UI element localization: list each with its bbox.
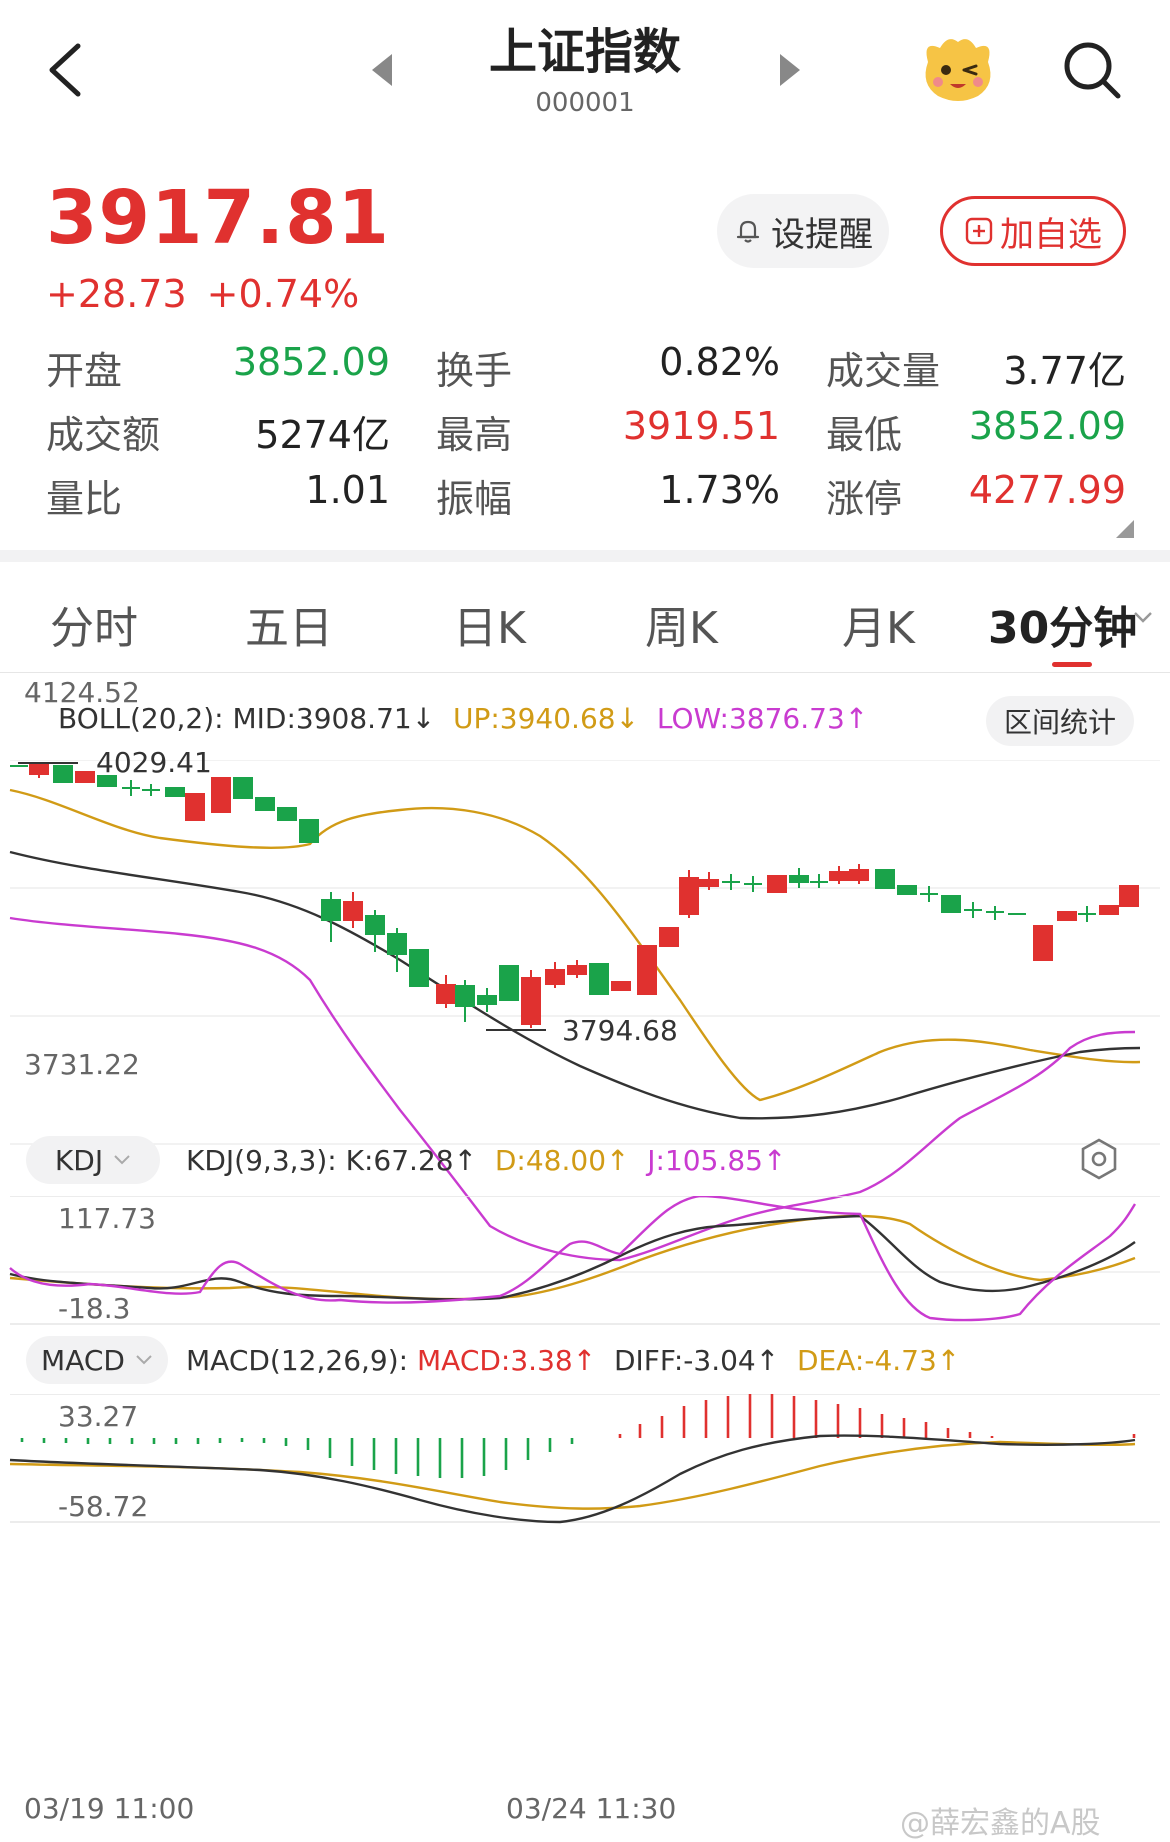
macd-histogram [20,1394,1136,1478]
section-divider [0,550,1170,562]
stat-value-low: 3852.09 [968,404,1126,448]
stat-value-high: 3919.51 [622,404,780,448]
add-watchlist-label: 加自选 [1000,214,1102,255]
stat-label-amount: 成交额 [46,413,161,457]
price-axis-bottom: 3731.22 [24,1048,140,1081]
stats-row: 成交额 5274亿 最高 3919.51 最低 3852.09 [46,404,1126,464]
kdj-axis-bottom: -18.3 [58,1292,131,1325]
add-watchlist-button[interactable]: 加自选 [940,196,1126,266]
candlestick-chart[interactable] [0,760,1170,1300]
next-triangle-icon[interactable] [780,54,800,86]
change-value: +28.73 [46,272,187,316]
boll-mid-line [9,850,1141,1120]
macd-dea: DEA:-4.73↑ [797,1344,961,1377]
stat-value-volume-ratio: 1.01 [305,468,390,512]
kdj-indicator-line: KDJ(9,3,3): K:67.28↑ D:48.00↑ J:105.85↑ [186,1144,786,1177]
macd-name: MACD(12,26,9): [186,1344,409,1377]
kdj-j-line [9,1196,1137,1322]
macd-dea-line [9,1440,1136,1510]
expand-corner-icon[interactable] [1116,520,1134,538]
macd-diff: DIFF:-3.04↑ [613,1344,780,1377]
boll-upper-line [9,788,1141,1102]
macd-selector[interactable]: MACD [26,1336,168,1384]
stock-code: 000001 [535,88,635,118]
range-stats-button[interactable]: 区间统计 [986,696,1134,746]
candles [10,762,1139,1028]
change-percent: +0.74% [206,272,360,316]
stat-value-amount: 5274亿 [255,413,390,457]
tab-monthly-k[interactable]: 月K [842,603,915,654]
stat-label-volume-ratio: 量比 [46,477,123,521]
boll-lower-line [9,916,1136,1262]
prev-triangle-icon[interactable] [372,54,392,86]
boll-mid: MID:3908.71↓ [232,702,436,735]
macd-value: MACD:3.38↑ [417,1344,597,1377]
macd-axis-bottom: -58.72 [58,1490,149,1523]
tabs-divider [0,672,1170,673]
set-reminder-button[interactable]: 设提醒 [717,194,889,268]
macd-selector-label: MACD [41,1343,125,1377]
stat-value-open: 3852.09 [232,340,390,384]
settings-hexagon-icon[interactable] [1076,1136,1122,1182]
stat-label-limit-up: 涨停 [826,477,903,521]
plus-box-icon [965,217,993,245]
search-icon[interactable] [1060,38,1124,102]
chevron-down-icon [114,1155,130,1165]
page-title: 上证指数 [488,24,681,80]
macd-indicator-line: MACD(12,26,9): MACD:3.38↑ DIFF:-3.04↑ DE… [186,1344,960,1377]
macd-chart[interactable] [0,1394,1170,1524]
stat-value-amplitude: 1.73% [659,468,780,512]
kdj-j: J:105.85↑ [647,1144,787,1177]
watermark: @薛宏鑫的A股 [900,1806,1101,1841]
stat-value-limit-up: 4277.99 [968,468,1126,512]
time-axis-mid: 03/24 11:30 [506,1792,677,1825]
stat-label-turnover: 换手 [436,349,513,393]
kdj-name: KDJ(9,3,3): [186,1144,337,1177]
back-arrow-icon[interactable] [40,40,100,100]
kdj-selector[interactable]: KDJ [26,1136,160,1184]
kdj-d: D:48.00↑ [494,1144,630,1177]
kdj-k: K:67.28↑ [345,1144,478,1177]
stat-label-high: 最高 [436,413,513,457]
kdj-axis-top: 117.73 [58,1202,156,1235]
chevron-down-icon [136,1355,152,1365]
time-axis-start: 03/19 11:00 [24,1792,195,1825]
kdj-chart[interactable] [0,1196,1170,1326]
tab-daily-k[interactable]: 日K [453,603,526,654]
set-reminder-label: 设提醒 [771,214,873,255]
boll-low: LOW:3876.73↑ [656,702,869,735]
price-axis-top: 4124.52 [24,676,140,709]
stat-label-open: 开盘 [46,349,123,393]
stat-value-turnover: 0.82% [659,340,780,384]
macd-diff-line [9,1434,1136,1524]
tab-intraday[interactable]: 分时 [50,603,138,654]
boll-indicator-line: BOLL(20,2): MID:3908.71↓ UP:3940.68↓ LOW… [58,702,868,735]
stat-label-amplitude: 振幅 [436,477,513,521]
active-tab-underline [1052,662,1092,667]
macd-axis-top: 33.27 [58,1400,139,1433]
mascot-icon[interactable] [918,32,998,106]
kdj-d-line [9,1214,1136,1301]
bell-icon [736,220,760,243]
header: 上证指数 000001 [0,0,1170,140]
chevron-down-icon[interactable] [1132,610,1154,624]
period-tabs: 分时 五日 日K 周K 月K 30分钟 [0,562,1170,672]
tab-weekly-k[interactable]: 周K [645,603,718,654]
stat-value-volume: 3.77亿 [1003,349,1126,393]
high-price-label: 4029.41 [96,746,212,779]
price-change: +28.73 +0.74% [46,272,379,316]
kdj-k-line [9,1214,1136,1301]
tab-30-minute[interactable]: 30分钟 [988,603,1138,654]
kdj-selector-label: KDJ [54,1143,104,1177]
current-price: 3917.81 [46,175,391,261]
stats-row: 开盘 3852.09 换手 0.82% 成交量 3.77亿 [46,340,1126,400]
tab-five-day[interactable]: 五日 [245,603,333,654]
boll-name: BOLL(20,2): [58,702,224,735]
boll-up: UP:3940.68↓ [452,702,640,735]
low-price-label: 3794.68 [562,1014,678,1047]
stat-label-volume: 成交量 [826,349,941,393]
stats-row: 量比 1.01 振幅 1.73% 涨停 4277.99 [46,468,1126,528]
stat-label-low: 最低 [826,413,903,457]
